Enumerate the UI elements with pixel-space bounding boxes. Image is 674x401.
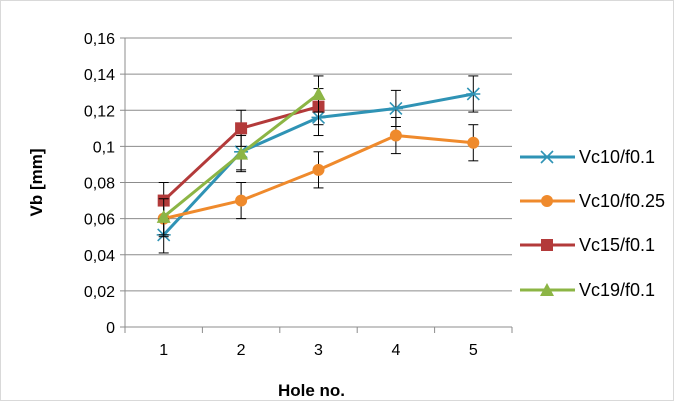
legend-item: Vc10/f0.1 bbox=[520, 147, 655, 167]
data-point bbox=[234, 146, 249, 160]
x-tick-labels: 1 2 3 4 5 bbox=[159, 342, 478, 359]
legend-item: Vc10/f0.25 bbox=[520, 191, 665, 211]
legend-label: Vc10/f0.25 bbox=[579, 191, 665, 211]
legend-label: Vc10/f0.1 bbox=[579, 147, 655, 167]
axes bbox=[120, 37, 513, 333]
legend-item: Vc15/f0.1 bbox=[520, 235, 655, 255]
y-tick-labels: 0 0,02 0,04 0,06 0,08 0,1 0,12 0,14 0,16 bbox=[84, 31, 115, 337]
legend-item: Vc19/f0.1 bbox=[520, 280, 655, 300]
y-tick-label: 0 bbox=[106, 320, 115, 337]
y-tick-label: 0,14 bbox=[84, 67, 115, 84]
y-tick-label: 0,06 bbox=[84, 212, 115, 229]
series-group bbox=[156, 75, 481, 254]
legend-label: Vc15/f0.1 bbox=[579, 235, 655, 255]
legend-marker bbox=[541, 195, 553, 207]
y-tick-label: 0,16 bbox=[84, 31, 115, 48]
y-tick-label: 0,02 bbox=[84, 284, 115, 301]
y-tick-label: 0,1 bbox=[93, 139, 115, 156]
x-tick-label: 2 bbox=[237, 342, 246, 359]
x-tick-label: 3 bbox=[314, 342, 323, 359]
legend-marker bbox=[541, 239, 553, 251]
x-tick-label: 1 bbox=[159, 342, 168, 359]
legend-marker bbox=[540, 150, 554, 164]
y-tick-label: 0,08 bbox=[84, 176, 115, 193]
data-point bbox=[311, 86, 326, 100]
data-point bbox=[388, 101, 403, 116]
data-point bbox=[235, 194, 248, 207]
x-axis-title: Hole no. bbox=[278, 381, 345, 400]
y-tick-label: 0,04 bbox=[84, 248, 115, 265]
data-point bbox=[389, 129, 402, 142]
data-point bbox=[235, 122, 248, 135]
data-point bbox=[156, 209, 171, 223]
series-Vc19/f0.1 bbox=[156, 75, 326, 236]
legend-label: Vc19/f0.1 bbox=[579, 280, 655, 300]
y-axis-title: Vb [mm] bbox=[27, 149, 46, 217]
legend: Vc10/f0.1 Vc10/f0.25 Vc15/f0.1 Vc19/f0.1 bbox=[520, 147, 665, 300]
x-tick-label: 4 bbox=[391, 342, 400, 359]
x-tick-label: 5 bbox=[469, 342, 478, 359]
y-tick-label: 0,12 bbox=[84, 103, 115, 120]
legend-marker bbox=[540, 283, 554, 296]
data-point bbox=[312, 163, 325, 176]
data-point bbox=[467, 136, 480, 149]
data-point bbox=[466, 87, 481, 101]
